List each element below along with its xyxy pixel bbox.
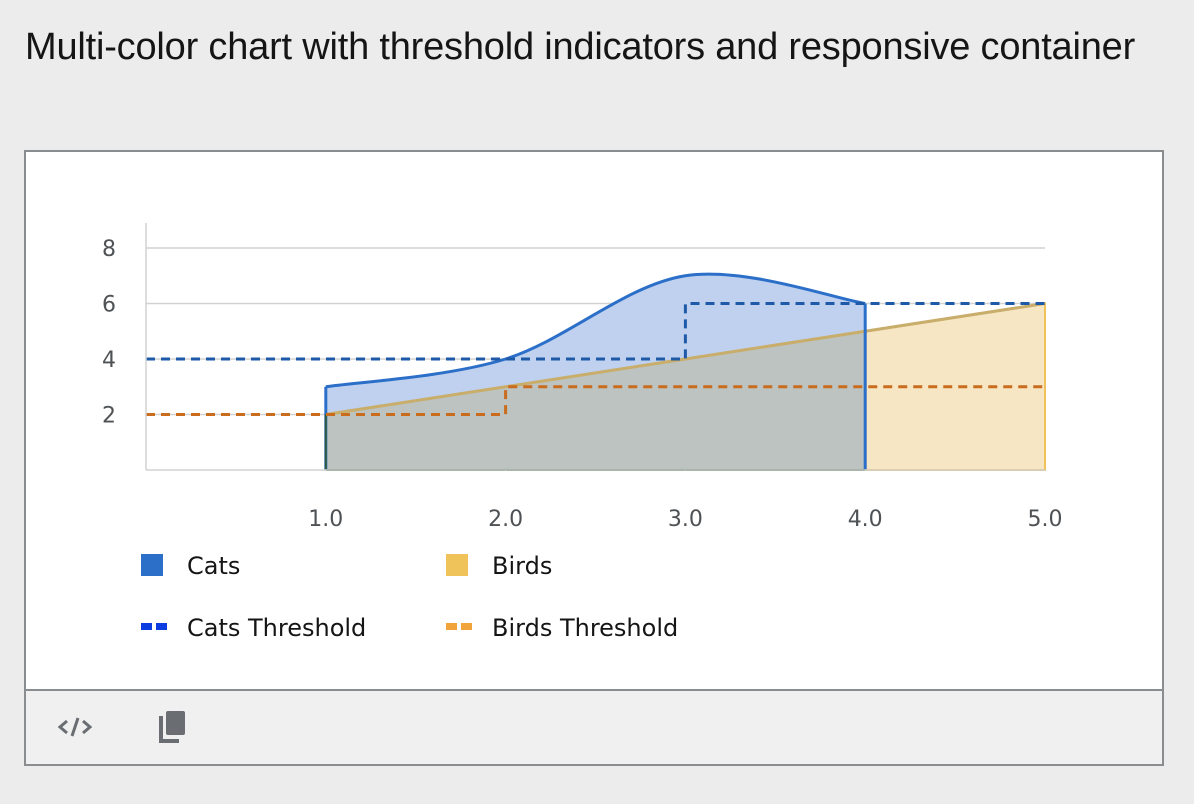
page-title: Multi-color chart with threshold indicat… bbox=[25, 26, 1136, 68]
code-button[interactable] bbox=[51, 703, 99, 751]
x-tick-label: 1.0 bbox=[308, 507, 343, 532]
legend-label: Birds bbox=[492, 552, 552, 580]
legend-swatch bbox=[141, 554, 163, 576]
copy-icon bbox=[159, 711, 185, 743]
example-toolbar bbox=[26, 689, 1162, 764]
y-tick-label: 4 bbox=[102, 348, 116, 373]
area-chart: 2 4 6 8 1.0 2.0 3.0 4.0 5.0 Cats Birds Cats Thresh… bbox=[102, 223, 1063, 642]
y-tick-label: 6 bbox=[102, 293, 116, 318]
legend-dash bbox=[446, 623, 457, 630]
x-tick-label: 4.0 bbox=[848, 507, 883, 532]
legend-swatch bbox=[446, 554, 468, 576]
code-icon bbox=[57, 717, 93, 737]
y-tick-label: 8 bbox=[102, 237, 116, 262]
legend-label: Cats bbox=[187, 552, 240, 580]
legend-birds: Birds bbox=[446, 552, 552, 580]
legend-birds-threshold: Birds Threshold bbox=[446, 614, 678, 642]
legend-label: Cats Threshold bbox=[187, 614, 366, 642]
x-tick-label: 2.0 bbox=[488, 507, 523, 532]
y-tick-label: 2 bbox=[102, 404, 116, 429]
chart-example-card: 2 4 6 8 1.0 2.0 3.0 4.0 5.0 Cats Birds Cats Thresh… bbox=[24, 150, 1164, 766]
chart-container: 2 4 6 8 1.0 2.0 3.0 4.0 5.0 Cats Birds Cats Thresh… bbox=[26, 152, 1162, 689]
x-tick-label: 3.0 bbox=[668, 507, 703, 532]
legend-dash bbox=[461, 623, 472, 630]
cats-line bbox=[325, 272, 866, 389]
legend-label: Birds Threshold bbox=[492, 614, 678, 642]
legend-cats: Cats bbox=[141, 552, 240, 580]
copy-button[interactable] bbox=[148, 703, 196, 751]
birds-line bbox=[325, 302, 1046, 416]
legend-dash bbox=[141, 623, 152, 630]
legend-dash bbox=[156, 623, 167, 630]
x-tick-label: 5.0 bbox=[1028, 507, 1063, 532]
overlap-area bbox=[325, 331, 866, 470]
legend-cats-threshold: Cats Threshold bbox=[141, 614, 366, 642]
